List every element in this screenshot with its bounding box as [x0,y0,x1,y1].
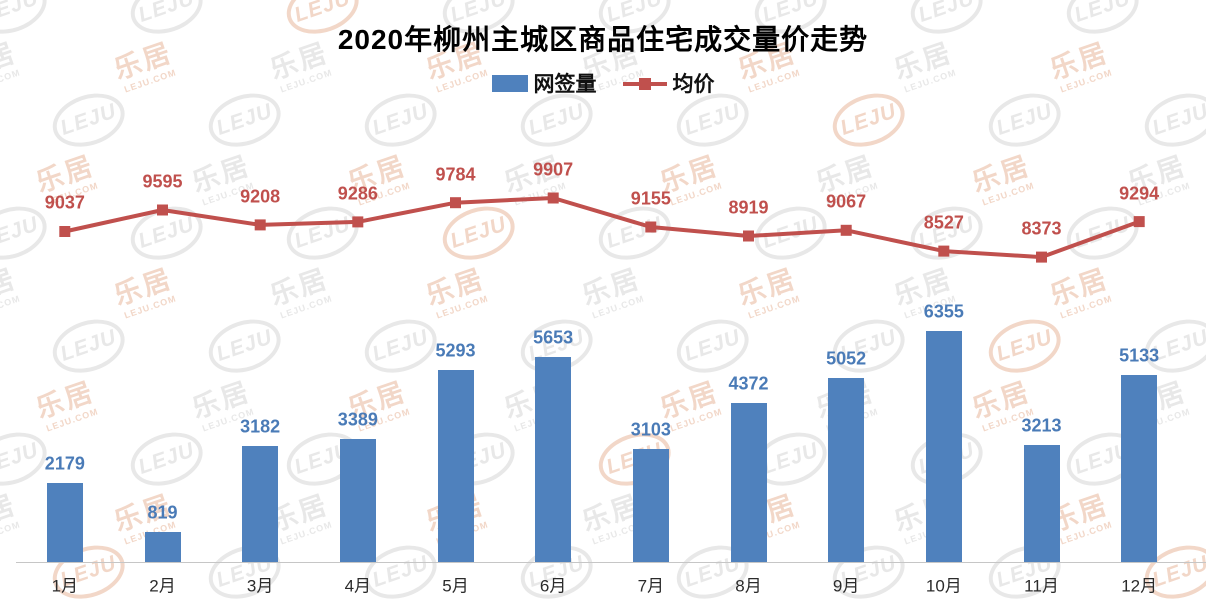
price-value-label: 9286 [337,183,378,204]
bar-value-label: 6355 [923,301,964,322]
x-axis-label-3月: 3月 [246,576,274,596]
price-marker [59,226,71,237]
price-marker [743,230,754,242]
price-marker [547,192,559,204]
price-value-label: 9155 [630,188,671,209]
price-marker [157,204,168,216]
legend-item-bar: 网签量 [491,68,597,98]
price-marker [450,197,461,209]
price-marker [840,224,852,236]
price-value-label: 9595 [142,171,183,192]
x-axis-label-12月: 12月 [1121,576,1158,596]
bar-value-label: 3389 [337,409,378,430]
price-marker [1133,216,1145,228]
bar-value-label: 5133 [1119,345,1160,366]
x-axis-label-11月: 11月 [1024,576,1059,596]
bar-4月 [339,438,376,562]
price-marker [352,216,364,228]
price-value-label: 8919 [728,197,769,218]
x-axis-label-6月: 6月 [539,576,567,596]
x-axis-line [16,562,1206,563]
price-value-label: 9907 [533,159,574,180]
bar-9月 [828,378,865,562]
line-swatch-icon [622,75,667,92]
bar-1月 [46,482,83,562]
bar-value-label: 3182 [240,416,281,437]
bar-10月 [925,331,962,562]
price-marker [645,221,657,233]
bar-value-label: 5653 [533,327,574,348]
bar-value-label: 2179 [44,453,85,474]
bar-2月 [144,532,181,562]
price-value-label: 8527 [923,212,964,233]
bar-7月 [632,449,669,562]
legend-label-line: 均价 [672,73,715,96]
price-value-label: 9067 [826,191,867,212]
bar-value-label: 4372 [728,373,769,394]
bar-3月 [242,446,279,562]
x-axis-label-4月: 4月 [344,576,372,596]
x-axis-label-10月: 10月 [925,576,962,596]
legend: 网签量 均价 [0,68,1206,98]
price-marker [938,245,950,257]
bar-6月 [535,356,572,562]
bar-12月 [1121,375,1158,562]
x-axis-label-8月: 8月 [735,576,762,596]
bar-8月 [730,403,767,562]
bar-11月 [1023,445,1060,562]
chart-title: 2020年柳州主城区商品住宅成交量价走势 [337,24,869,55]
bar-value-label: 3213 [1021,415,1062,436]
price-value-label: 9294 [1119,183,1160,204]
price-line [64,196,1140,260]
x-axis-label-5月: 5月 [442,576,469,596]
bar-value-label: 3103 [630,419,671,440]
bar-5月 [437,369,474,562]
bar-value-label: 819 [147,502,178,523]
bar-value-label: 5052 [826,348,867,369]
x-axis-label-7月: 7月 [637,576,665,596]
bar-value-label: 5293 [435,340,476,361]
price-value-label: 9784 [435,164,476,185]
price-marker [1036,251,1047,263]
x-axis-label-2月: 2月 [149,576,176,596]
legend-label-bar: 网签量 [533,73,597,96]
legend-item-line: 均价 [622,68,715,98]
price-value-label: 8373 [1021,218,1062,239]
price-value-label: 9208 [240,186,281,207]
x-axis-label-1月: 1月 [51,576,79,596]
price-marker [254,219,266,231]
price-value-label: 9037 [44,192,85,213]
bar-swatch-icon [491,74,528,92]
x-axis-label-9月: 9月 [832,576,860,596]
